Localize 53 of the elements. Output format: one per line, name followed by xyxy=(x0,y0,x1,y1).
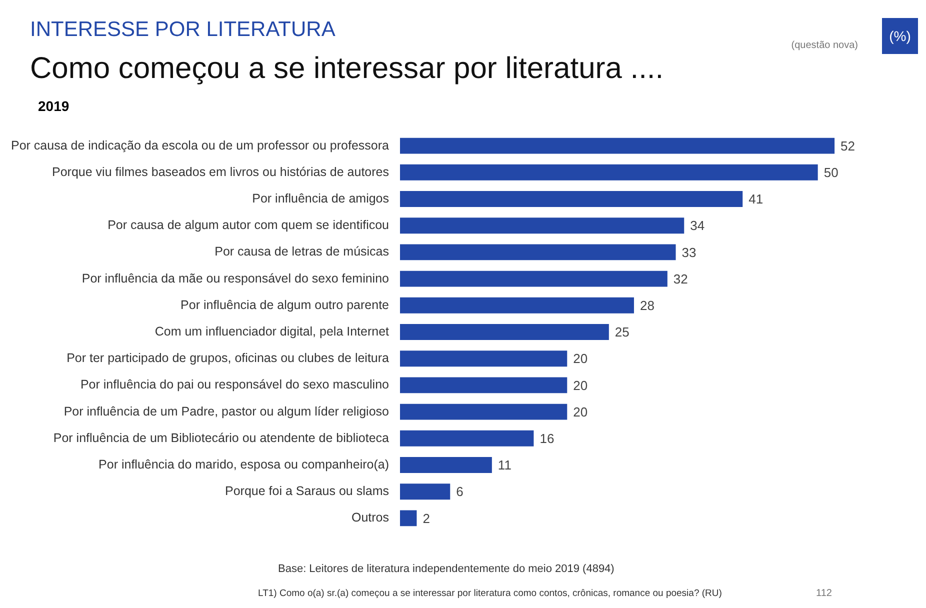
data-label: 20 xyxy=(573,378,588,393)
data-label: 6 xyxy=(456,484,464,500)
y-tick-label: Por causa de indicação da escola ou de um professor ou professora xyxy=(10,138,390,152)
chart-subtitle: Como começou a se interessar por literatura .... xyxy=(30,52,664,86)
text: Base: Leitores de literatura independentemente do meio 2019 (4894) xyxy=(278,563,614,575)
bar xyxy=(400,191,743,207)
text: LT1) Como o(a) sr.(a) começou a se interessar por literatura como contos, crônicas, romance ou poesia? (RU) xyxy=(258,588,722,599)
y-tick-label: Por influência do pai ou responsável do sexo masculino xyxy=(80,378,390,392)
y-tick-label: Porque foi a Saraus ou slams xyxy=(225,484,390,498)
y-tick-label: Por influência de um Padre, pastor ou algum líder religioso xyxy=(64,404,390,418)
bar xyxy=(400,484,450,500)
bar xyxy=(400,297,634,314)
data-label: 50 xyxy=(824,164,838,180)
text: (questão nova) xyxy=(791,40,858,51)
bar xyxy=(400,244,676,260)
y-tick-label: Por ter participado de grupos, oficinas ou clubes de leitura xyxy=(66,351,390,366)
y-tick-label: Por influência de um Bibliotecário ou atendente de biblioteca xyxy=(53,430,390,445)
bar xyxy=(400,430,534,446)
text: INTERESSE POR LITERATURA xyxy=(30,18,336,42)
bar xyxy=(400,404,568,420)
data-label: 34 xyxy=(690,218,705,234)
text: 2019 xyxy=(38,98,70,114)
data-label: 32 xyxy=(673,271,688,286)
bar xyxy=(400,324,609,340)
data-label: 25 xyxy=(614,324,630,340)
text: 112 xyxy=(816,588,832,599)
bar xyxy=(400,377,568,394)
y-tick-label: Por influência de amigos xyxy=(252,191,390,206)
bar xyxy=(400,270,668,287)
bar xyxy=(400,164,818,180)
data-label: 16 xyxy=(540,430,554,446)
data-label: 20 xyxy=(573,351,588,366)
y-tick-label: Por influência da mãe ou responsável do sexo feminino xyxy=(82,271,390,286)
text: (%) xyxy=(882,18,918,54)
y-tick-label: Com um influenciador digital, pela Internet xyxy=(154,324,390,338)
y-tick-label: Por causa de letras de músicas xyxy=(214,244,390,259)
bar xyxy=(400,510,417,526)
y-tick-label: Outros xyxy=(351,510,390,525)
data-label: 20 xyxy=(573,404,588,420)
bar xyxy=(400,138,835,154)
bar xyxy=(400,457,492,473)
y-tick-label: Porque viu filmes baseados em livros ou histórias de autores xyxy=(52,164,390,179)
bar xyxy=(400,350,568,367)
y-tick-label: Por influência do marido, esposa ou companheiro(a) xyxy=(98,457,390,472)
data-label: 41 xyxy=(748,192,764,207)
data-label: 33 xyxy=(682,244,696,260)
y-tick-label: Por influência de algum outro parente xyxy=(180,298,390,312)
data-label: 11 xyxy=(498,458,512,473)
data-label: 28 xyxy=(640,298,654,313)
data-label: 52 xyxy=(840,138,856,154)
y-tick-label: Por causa de algum autor com quem se identificou xyxy=(108,218,390,232)
bar xyxy=(400,218,684,234)
data-label: 2 xyxy=(422,510,430,526)
